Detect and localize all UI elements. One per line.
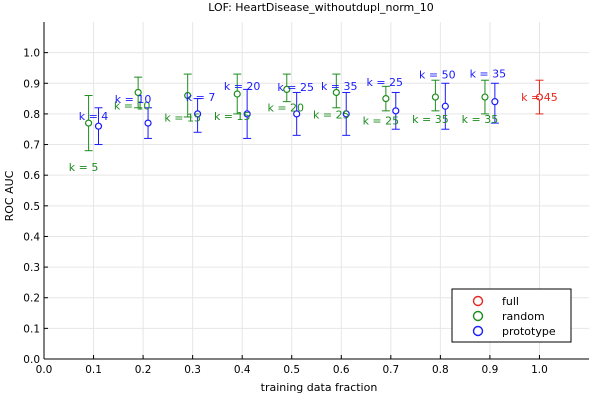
x-tick-label: 0.2 [135,364,152,376]
y-tick-label: 0.5 [23,201,40,213]
data-label: k = 25 [313,108,350,121]
data-labels: k = 45 k = 5 k = 10 k = 15 k = 15 k = 20 k = 2… [69,68,558,174]
x-tick-label: 1.0 [531,364,548,376]
data-point [243,110,251,118]
legend-entry: prototype [502,325,556,338]
data-point [233,90,241,98]
data-point [441,102,449,110]
data-label: k = 45 [521,91,558,104]
legend-entry: full [502,295,519,308]
y-tick-label: 0.9 [23,78,40,90]
data-label: k = 20 [224,80,261,93]
x-axis-label: training data fraction [261,381,378,394]
legend-marker [472,325,484,337]
data-point [342,110,350,118]
x-tick-label: 0.3 [184,364,201,376]
data-label: k = 15 [164,112,201,125]
y-tick-label: 0.4 [23,231,40,243]
data-point [392,107,400,115]
data-label: k = 5 [69,161,99,174]
data-point [193,110,202,118]
x-tick-label: 0.9 [482,364,499,376]
data-label: k = 4 [79,110,109,123]
data-label: k = 35 [321,80,358,93]
data-label: k = 35 [462,113,499,126]
x-tick-label: 0.0 [36,364,53,376]
data-point [94,122,103,130]
data-label: k = 25 [277,81,314,94]
x-tick-label: 0.8 [432,364,449,376]
data-point [382,94,390,103]
x-tick-label: 0.5 [283,364,300,376]
data-label: k = 25 [366,76,403,89]
axis-ticks: 0.0 0.1 0.2 0.3 0.4 0.5 0.6 0.7 0.8 0.9 1.0 0.0 0.1 0… [23,22,589,376]
data-label: k = 10 [115,93,152,106]
legend-marker [472,310,484,322]
x-tick-label: 0.7 [382,364,399,376]
y-tick-label: 0.3 [23,262,40,274]
legend-marker [472,295,484,307]
data-point [144,119,152,127]
data-label: k = 10 [114,99,151,112]
data-label: k = 20 [267,101,304,114]
y-tick-label: 1.0 [23,48,40,60]
y-tick-label: 0.6 [23,170,40,182]
data-point [184,91,192,100]
data-label: k = 15 [214,110,251,123]
data-point [293,110,301,118]
chart-title: LOF: HeartDisease_withoutdupl_norm_10 [208,1,434,14]
data-point [481,93,489,101]
data-marks [84,73,544,152]
legend-box [451,288,572,343]
data-label: k = 50 [419,68,456,81]
y-tick-label: 0.8 [23,109,40,121]
data-point [535,93,544,101]
x-tick-label: 0.1 [85,364,102,376]
legend: full random prototype [451,288,572,343]
x-tick-label: 0.4 [234,364,251,376]
y-tick-label: 0.1 [23,323,40,335]
data-label: k = 25 [363,115,400,128]
data-label: k = 35 [470,68,507,81]
data-point [491,98,499,106]
y-axis-label: ROC AUC [3,170,16,221]
data-point [431,93,440,101]
y-tick-label: 0.7 [23,140,40,152]
data-label: k = 7 [186,91,216,104]
y-tick-label: 0.2 [23,293,40,305]
data-point [134,88,142,97]
y-tick-label: 0.0 [23,354,40,366]
data-point [332,88,340,97]
legend-entry: random [502,310,545,323]
data-point [283,85,291,94]
x-tick-label: 0.6 [333,364,350,376]
data-label: k = 35 [412,113,449,126]
data-point [84,119,93,127]
